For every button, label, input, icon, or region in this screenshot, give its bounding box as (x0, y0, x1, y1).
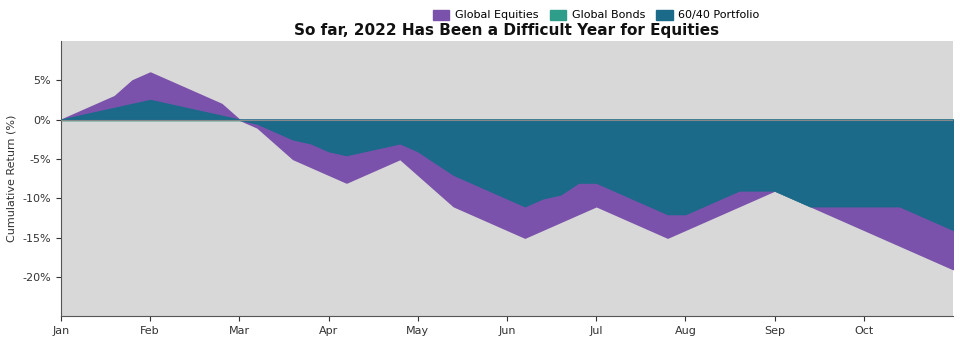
Legend: Global Equities, Global Bonds, 60/40 Portfolio: Global Equities, Global Bonds, 60/40 Por… (428, 5, 764, 25)
Y-axis label: Cumulative Return (%): Cumulative Return (%) (7, 115, 17, 243)
Text: So far, 2022 Has Been a Difficult Year for Equities: So far, 2022 Has Been a Difficult Year f… (295, 23, 720, 38)
